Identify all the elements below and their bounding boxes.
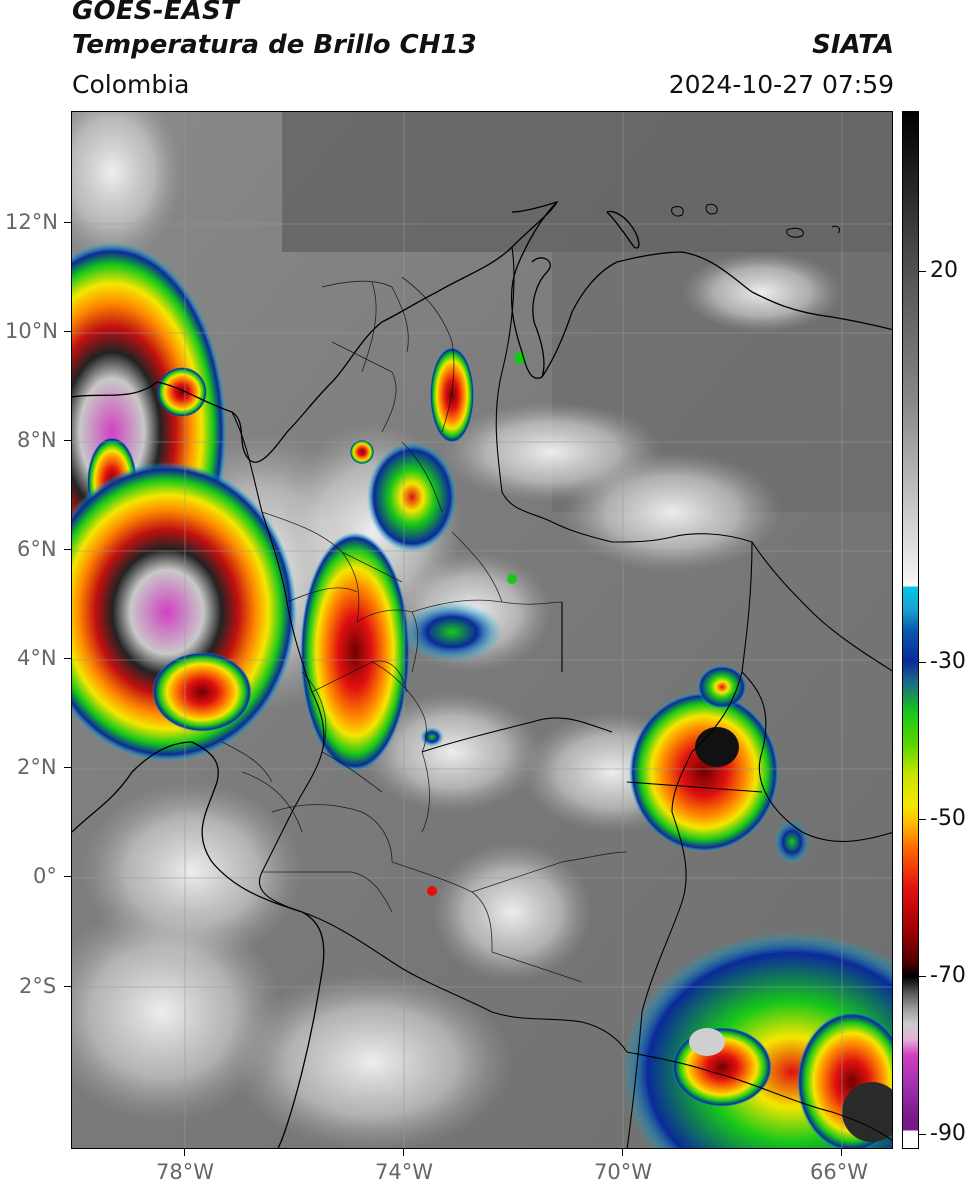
storm-guainia: [629, 692, 779, 852]
lon-label: 70°W: [594, 1160, 652, 1184]
lat-label: 8°N: [17, 428, 57, 452]
cb-label-minus30: -30: [930, 649, 966, 674]
lat-tick: [64, 658, 71, 659]
cb-tick: [919, 662, 926, 663]
cb-label-20: 20: [930, 258, 958, 283]
lat-tick: [64, 331, 71, 332]
lon-label: 66°W: [810, 1160, 868, 1184]
graticule: [72, 112, 892, 1148]
map-canvas: [72, 112, 892, 1148]
islands: [671, 203, 841, 238]
lat-tick: [64, 986, 71, 987]
lat-label: 10°N: [5, 319, 58, 343]
lat-tick: [64, 222, 71, 223]
lon-label: 74°W: [375, 1160, 433, 1184]
cb-label-minus50: -50: [930, 806, 966, 831]
cb-label-minus70: -70: [930, 963, 966, 988]
admin-boundaries: [221, 276, 628, 983]
lon-tick: [184, 1149, 185, 1156]
lat-label: 6°N: [17, 537, 57, 561]
timestamp-label: 2024-10-27 07:59: [668, 70, 894, 99]
region-label: Colombia: [72, 70, 190, 99]
storm-andes: [300, 532, 410, 772]
lon-tick: [622, 1149, 623, 1156]
caribbean-field: [282, 112, 892, 252]
lat-tick: [64, 549, 71, 550]
lon-tick: [841, 1149, 842, 1156]
lon-label: 78°W: [156, 1160, 214, 1184]
cb-tick: [919, 819, 926, 820]
lat-label: 4°N: [17, 646, 57, 670]
satellite-map[interactable]: [71, 111, 893, 1149]
lat-label: 2°S: [19, 974, 57, 998]
cb-tick: [919, 1134, 926, 1135]
product-title: GOES-EAST: [72, 0, 239, 26]
lat-tick: [64, 767, 71, 768]
colorbar: [902, 111, 919, 1149]
cb-tick: [919, 271, 926, 272]
lat-tick: [64, 876, 71, 877]
storm-antioquia: [367, 442, 457, 552]
coastlines: [72, 200, 892, 1148]
source-label: SIATA: [812, 30, 894, 60]
convective-cores: [72, 242, 892, 1148]
lat-label: 0°: [33, 864, 57, 888]
cb-tick: [919, 976, 926, 977]
cb-label-minus90: -90: [930, 1121, 966, 1146]
product-subtitle: Temperatura de Brillo CH13: [72, 30, 477, 60]
storm-magdalena: [430, 347, 474, 443]
lat-label: 2°N: [17, 755, 57, 779]
lon-tick: [403, 1149, 404, 1156]
lat-label: 12°N: [5, 210, 58, 234]
lat-tick: [64, 440, 71, 441]
